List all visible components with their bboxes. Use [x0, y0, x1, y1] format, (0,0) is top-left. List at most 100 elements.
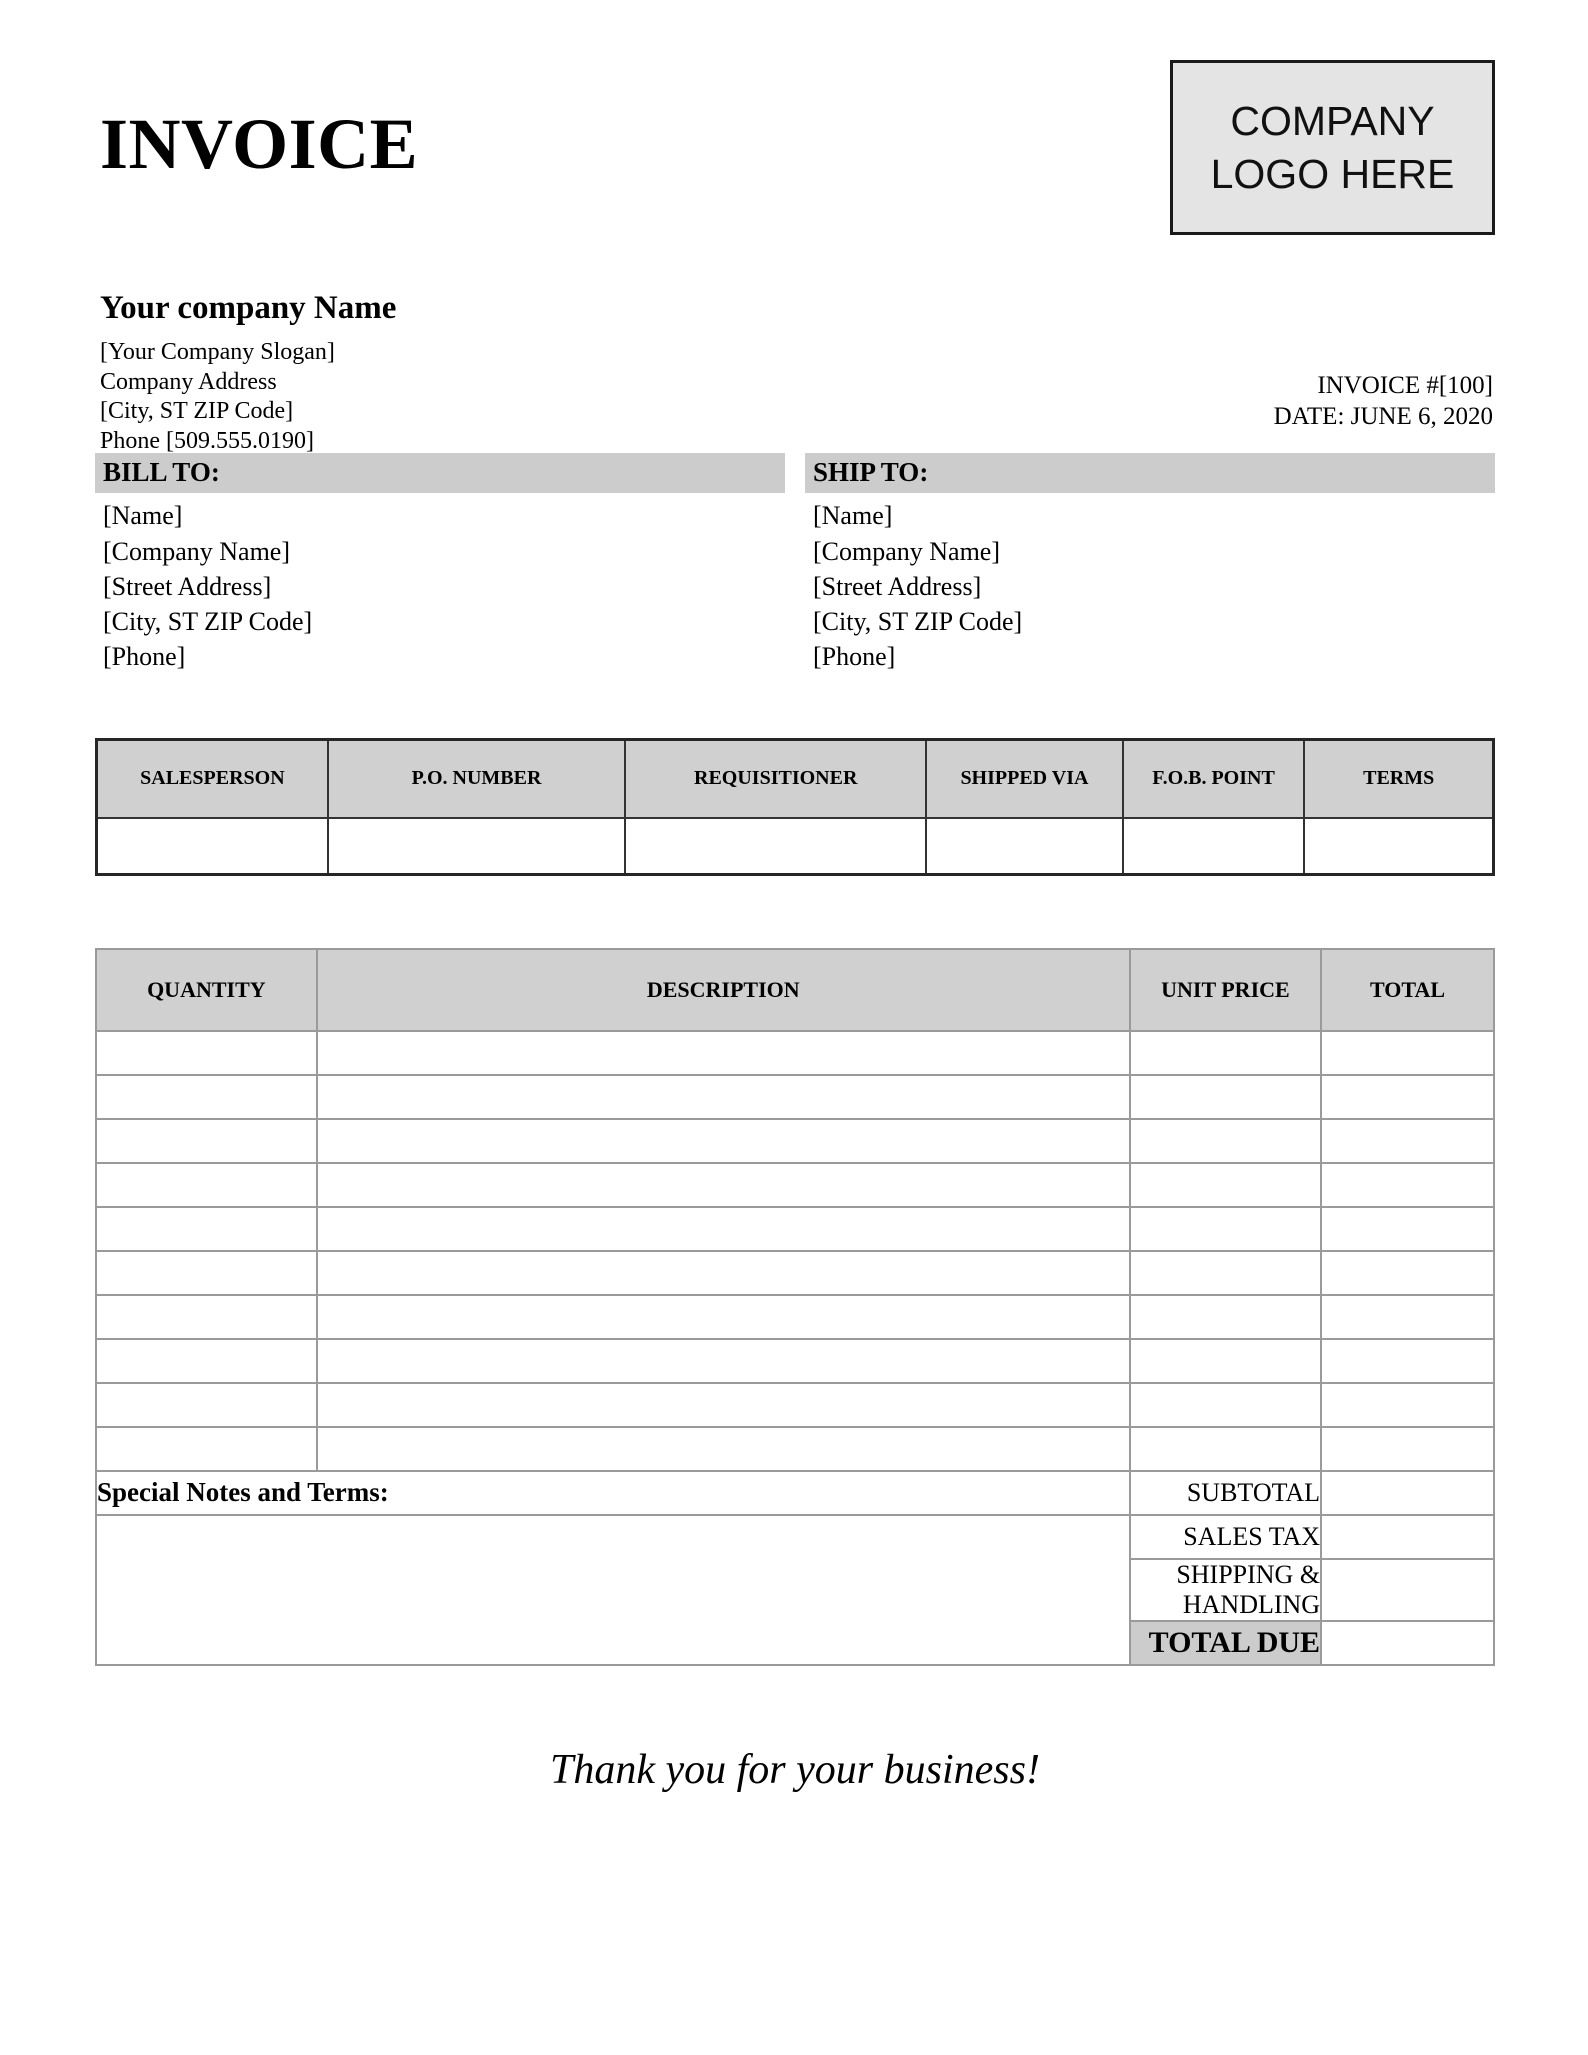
table-row [95, 1293, 1495, 1340]
info-cell-fob-point[interactable] [1121, 816, 1306, 876]
table-row [95, 1205, 1495, 1252]
notes-salestax-row: SALES TAX [95, 1513, 1495, 1666]
ship-to-line: [Company Name] [813, 536, 1001, 566]
item-quantity[interactable] [95, 1073, 318, 1120]
item-unit-price[interactable] [1128, 1425, 1323, 1472]
company-slogan: [Your Company Slogan] [100, 339, 335, 365]
totals-value-shipping-handling[interactable] [1320, 1557, 1495, 1622]
info-col-terms: TERMS [1303, 738, 1495, 819]
info-cell-shipped-via[interactable] [925, 816, 1124, 876]
item-total[interactable] [1320, 1381, 1495, 1428]
info-cell-po-number[interactable] [326, 816, 627, 876]
company-city-state-zip: [City, ST ZIP Code] [100, 398, 294, 425]
item-quantity[interactable] [95, 1249, 318, 1296]
item-description[interactable] [315, 1205, 1131, 1252]
item-total[interactable] [1320, 1249, 1495, 1296]
line-items-table: QUANTITY DESCRIPTION UNIT PRICE TOTAL [95, 947, 1495, 1666]
info-col-shipped-via: SHIPPED VIA [925, 738, 1124, 819]
item-quantity[interactable] [95, 1117, 318, 1164]
ship-to-line: [Phone] [813, 642, 896, 672]
invoice-date: DATE: JUNE 6, 2020 [1273, 403, 1493, 430]
item-unit-price[interactable] [1128, 1381, 1323, 1428]
table-row [95, 1029, 1495, 1076]
item-unit-price[interactable] [1128, 1293, 1323, 1340]
invoice-sheet: INVOICE COMPANY LOGO HERE Your company N… [95, 60, 1495, 1794]
totals-value-subtotal[interactable] [1320, 1469, 1495, 1516]
totals-label-total-due: TOTAL DUE [1128, 1619, 1323, 1666]
bill-to-line: [Name] [103, 501, 183, 531]
item-quantity[interactable] [95, 1205, 318, 1252]
item-quantity[interactable] [95, 1293, 318, 1340]
item-description[interactable] [315, 1425, 1131, 1472]
item-total[interactable] [1320, 1029, 1495, 1076]
info-cell-terms[interactable] [1303, 816, 1495, 876]
item-description[interactable] [315, 1381, 1131, 1428]
item-description[interactable] [315, 1161, 1131, 1208]
item-unit-price[interactable] [1128, 1117, 1323, 1164]
company-address-block: [Your Company Slogan] Company Address [C… [100, 338, 335, 456]
item-description[interactable] [315, 1249, 1131, 1296]
item-unit-price[interactable] [1128, 1205, 1323, 1252]
logo-line-2: LOGO HERE [1210, 150, 1455, 197]
logo-line-1: COMPANY [1230, 98, 1435, 145]
info-col-requisitioner: REQUISITIONER [624, 738, 928, 819]
special-notes-body[interactable] [95, 1513, 1131, 1666]
items-col-total: TOTAL [1320, 947, 1495, 1032]
company-logo-placeholder: COMPANY LOGO HERE [1170, 60, 1495, 235]
table-row [95, 1117, 1495, 1164]
ship-to-line: [Street Address] [813, 571, 982, 601]
item-description[interactable] [315, 1029, 1131, 1076]
item-quantity[interactable] [95, 1381, 318, 1428]
item-total[interactable] [1320, 1293, 1495, 1340]
item-description[interactable] [315, 1117, 1131, 1164]
company-name: Your company Name [100, 290, 397, 326]
bill-to-line: [City, ST ZIP Code] [103, 607, 313, 637]
item-total[interactable] [1320, 1425, 1495, 1472]
ship-to-line: [Name] [813, 501, 893, 531]
item-unit-price[interactable] [1128, 1249, 1323, 1296]
bill-to-line: [Company Name] [103, 536, 291, 566]
ship-to-lines: [Name] [Company Name] [Street Address] [… [805, 493, 1495, 673]
item-total[interactable] [1320, 1205, 1495, 1252]
company-address: Company Address [100, 368, 277, 395]
bill-to-line: [Street Address] [103, 571, 272, 601]
ship-to-line: [City, ST ZIP Code] [813, 607, 1023, 637]
table-row [95, 1073, 1495, 1120]
item-total[interactable] [1320, 1337, 1495, 1384]
ship-to-heading: SHIP TO: [805, 453, 1495, 494]
item-quantity[interactable] [95, 1425, 318, 1472]
info-cell-salesperson[interactable] [95, 816, 329, 876]
info-col-fob-point: F.O.B. POINT [1121, 738, 1306, 819]
item-total[interactable] [1320, 1117, 1495, 1164]
item-quantity[interactable] [95, 1337, 318, 1384]
table-row [95, 1337, 1495, 1384]
footer-message: Thank you for your business! [550, 1746, 1040, 1793]
item-unit-price[interactable] [1128, 1161, 1323, 1208]
totals-label-shipping-handling: SHIPPING & HANDLING [1128, 1557, 1323, 1622]
item-quantity[interactable] [95, 1029, 318, 1076]
item-unit-price[interactable] [1128, 1029, 1323, 1076]
info-col-po-number: P.O. NUMBER [326, 738, 627, 819]
item-unit-price[interactable] [1128, 1073, 1323, 1120]
invoice-meta-block: INVOICE #[100] DATE: JUNE 6, 2020 [1274, 370, 1493, 432]
bill-to-line: [Phone] [103, 642, 186, 672]
totals-value-sales-tax[interactable] [1320, 1513, 1495, 1560]
item-description[interactable] [315, 1073, 1131, 1120]
info-col-salesperson: SALESPERSON [95, 738, 329, 819]
bill-to-lines: [Name] [Company Name] [Street Address] [… [95, 493, 785, 673]
item-unit-price[interactable] [1128, 1337, 1323, 1384]
invoice-number: INVOICE #[100] [1317, 372, 1493, 399]
order-info-table: SALESPERSON P.O. NUMBER REQUISITIONER SH… [95, 737, 1495, 876]
invoice-header: INVOICE COMPANY LOGO HERE [95, 60, 1495, 290]
items-col-unit-price: UNIT PRICE [1128, 947, 1323, 1032]
item-quantity[interactable] [95, 1161, 318, 1208]
item-total[interactable] [1320, 1161, 1495, 1208]
item-description[interactable] [315, 1293, 1131, 1340]
company-info-zone: Your company Name [Your Company Slogan] … [95, 290, 1495, 454]
item-total[interactable] [1320, 1073, 1495, 1120]
info-cell-requisitioner[interactable] [624, 816, 928, 876]
ship-to-block: SHIP TO: [Name] [Company Name] [Street A… [805, 453, 1495, 676]
totals-value-total-due[interactable] [1320, 1619, 1495, 1666]
item-description[interactable] [315, 1337, 1131, 1384]
